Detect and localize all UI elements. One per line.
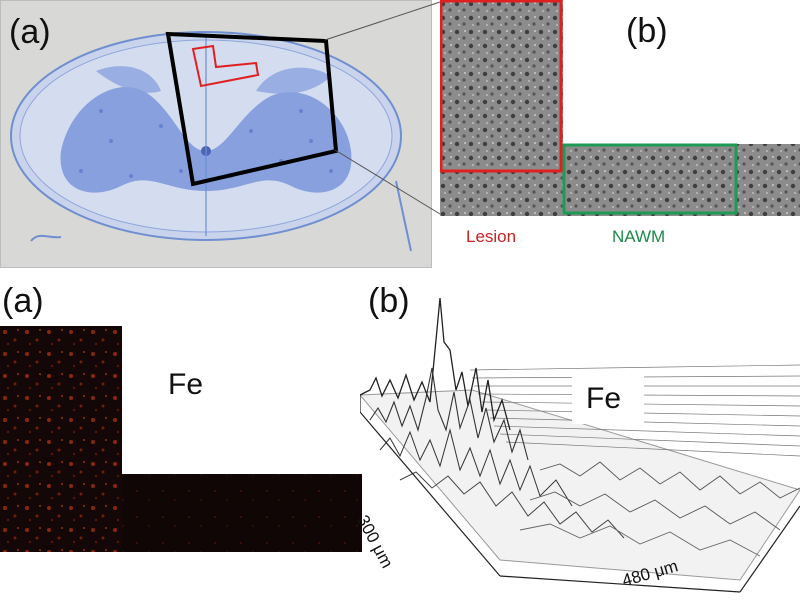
fe-surface-plot (360, 297, 800, 593)
panel-label-b-top: (b) (626, 12, 668, 50)
fe-map (0, 326, 362, 552)
panel-label-a-bottom: (a) (2, 282, 44, 320)
lesion-roi-outline (191, 44, 260, 88)
spinal-cord-section (10, 31, 412, 252)
fe-plot-label: Fe (586, 382, 622, 415)
histology-panel: (a) (0, 0, 432, 268)
fe-plot-label-box (572, 376, 644, 424)
nawm-box (562, 143, 738, 215)
fe-map-label: Fe (168, 368, 204, 401)
micrograph-panel: (b) (440, 0, 800, 216)
panel-label-b-bottom: (b) (368, 282, 410, 320)
micrograph-l-shape (440, 0, 800, 216)
lesion-box (440, 0, 563, 173)
lesion-caption: Lesion (466, 227, 517, 246)
nawm-caption: NAWM (612, 227, 666, 246)
panel-label-a-top: (a) (9, 13, 51, 51)
